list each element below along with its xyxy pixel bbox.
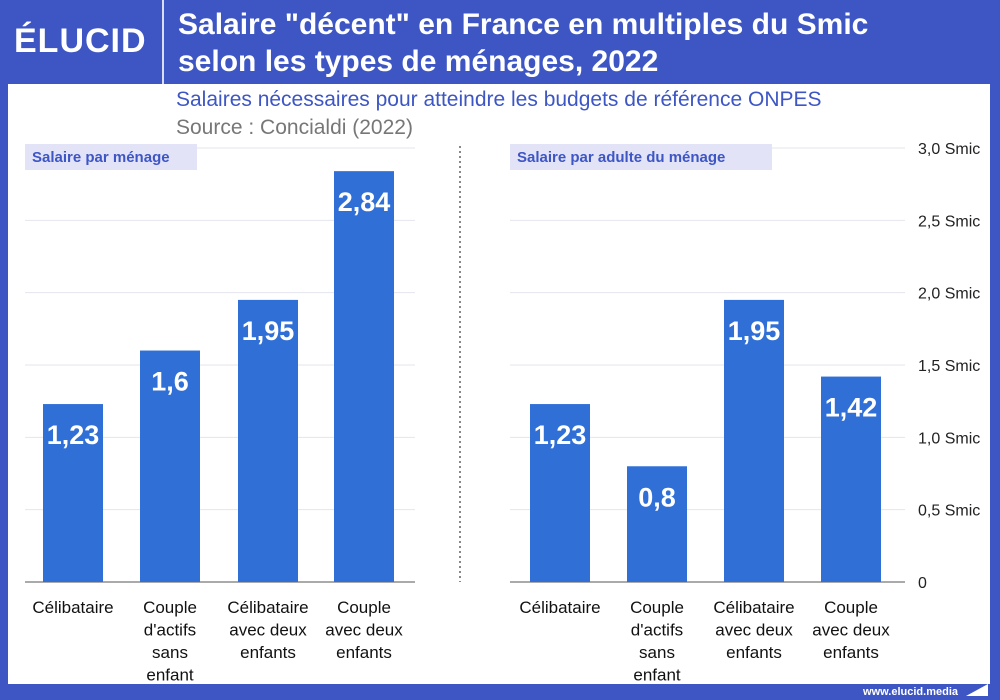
chart-subtitle: Salaires nécessaires pour atteindre les …	[176, 88, 822, 111]
category-label: enfants	[240, 643, 296, 662]
category-label: Couple	[824, 598, 878, 617]
chart-source: Source : Concialdi (2022)	[176, 116, 413, 139]
bar-value-label: 1,23	[534, 420, 587, 450]
category-label: Couple	[143, 598, 197, 617]
title-line-2: selon les types de ménages, 2022	[178, 45, 659, 78]
category-label: Célibataire	[519, 598, 600, 617]
category-label: avec deux	[325, 621, 403, 640]
y-tick-label: 2,0 Smic	[918, 286, 980, 303]
header-divider	[162, 0, 164, 84]
category-label: avec deux	[715, 621, 793, 640]
footer-url[interactable]: www.elucid.media	[863, 686, 958, 698]
category-label: d'actifs	[144, 621, 196, 640]
panel-label: Salaire par adulte du ménage	[517, 149, 725, 166]
bar-value-label: 1,95	[728, 316, 781, 346]
category-label: Célibataire	[32, 598, 113, 617]
y-tick-label: 3,0 Smic	[918, 141, 980, 158]
chart-title: Salaire "décent" en France en multiples …	[178, 6, 868, 80]
category-label: avec deux	[812, 621, 890, 640]
bar	[140, 350, 200, 582]
bar	[43, 404, 103, 582]
category-label: Couple	[630, 598, 684, 617]
y-tick-label: 2,5 Smic	[918, 213, 980, 230]
category-label: sans	[152, 643, 188, 662]
bar-value-label: 1,95	[242, 316, 295, 346]
category-label: Célibataire	[227, 598, 308, 617]
bar	[238, 299, 298, 582]
category-label: Célibataire	[713, 598, 794, 617]
category-label: enfant	[146, 666, 194, 685]
bar	[821, 376, 881, 582]
bar	[627, 466, 687, 582]
category-label: enfants	[823, 643, 879, 662]
category-label: Couple	[337, 598, 391, 617]
bar-value-label: 1,42	[825, 393, 878, 423]
y-tick-label: 0,5 Smic	[918, 503, 980, 520]
category-label: enfants	[336, 643, 392, 662]
title-line-1: Salaire "décent" en France en multiples …	[178, 8, 869, 41]
bar-value-label: 1,6	[151, 367, 189, 397]
bar-value-label: 2,84	[338, 187, 391, 217]
category-label: enfant	[633, 666, 681, 685]
panel-label-bg	[25, 144, 197, 170]
y-tick-label: 1,5 Smic	[918, 358, 980, 375]
elucid-logo: ÉLUCID	[14, 22, 147, 60]
elucid-flag-icon	[966, 684, 988, 696]
panel-label-bg	[510, 144, 772, 170]
bar	[530, 404, 590, 582]
category-label: d'actifs	[631, 621, 683, 640]
bar-value-label: 0,8	[638, 482, 676, 512]
bar-value-label: 1,23	[47, 420, 100, 450]
panel-label: Salaire par ménage	[32, 149, 170, 166]
category-label: enfants	[726, 643, 782, 662]
category-label: sans	[639, 643, 675, 662]
bar	[724, 299, 784, 582]
y-tick-label: 0	[918, 575, 927, 592]
y-tick-label: 1,0 Smic	[918, 430, 980, 447]
category-label: avec deux	[229, 621, 307, 640]
bar	[334, 171, 394, 582]
